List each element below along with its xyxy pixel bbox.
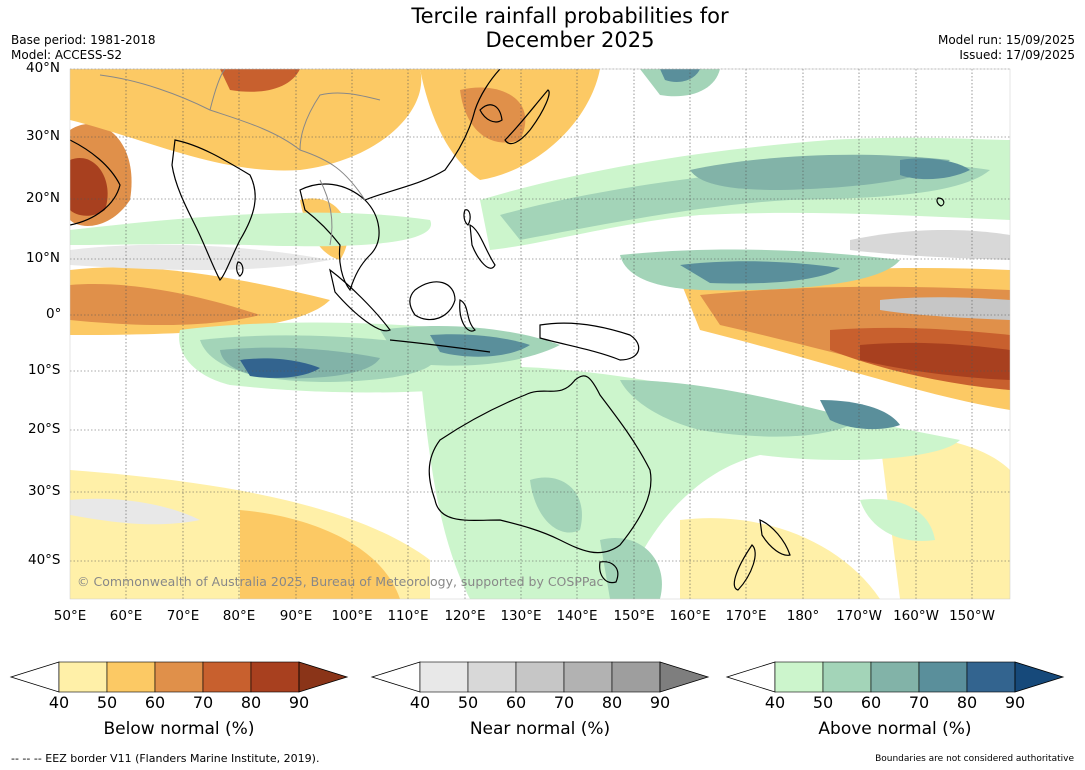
title-line-2: December 2025	[485, 28, 655, 52]
near-legend-swatch-70	[563, 661, 613, 693]
below-tick-90: 90	[288, 693, 310, 712]
below-tick-40: 40	[48, 693, 70, 712]
eez-border-note: -- -- -- EEZ border V11 (Flanders Marine…	[11, 752, 320, 765]
above-tick-90: 90	[1004, 693, 1026, 712]
lon-label-140e: 140°E	[556, 608, 598, 624]
near-legend-swatch-40	[419, 661, 469, 693]
base-period: Base period: 1981-2018	[11, 33, 156, 47]
lat-label-equator: 0°	[46, 306, 62, 322]
lon-label-50e: 50°E	[53, 608, 87, 624]
near-legend-swatch-80	[611, 661, 661, 693]
title-line-1: Tercile rainfall probabilities for	[411, 4, 729, 28]
below-legend-upper-extend	[298, 661, 349, 693]
below-legend-swatch-70	[202, 661, 252, 693]
near-tick-90: 90	[649, 693, 671, 712]
lon-label-120e: 120°E	[444, 608, 486, 624]
model-run: Model run: 15/09/2025	[937, 33, 1075, 47]
lat-label-20n: 20°N	[26, 190, 61, 206]
above-legend-swatch-40	[774, 661, 824, 693]
issued-date: Issued: 17/09/2025	[959, 48, 1075, 62]
above-legend-swatch-50	[822, 661, 872, 693]
above-legend-swatch-80	[966, 661, 1016, 693]
above-legend-swatch-70	[918, 661, 968, 693]
lat-label-30n: 30°N	[26, 128, 61, 144]
above-tick-40: 40	[764, 693, 786, 712]
below-tick-80: 80	[240, 693, 262, 712]
lon-label-160w: 160°W	[893, 608, 939, 624]
above-tick-50: 50	[812, 693, 834, 712]
lon-label-150e: 150°E	[613, 608, 655, 624]
meta-right: Model run: 15/09/2025 Issued: 17/09/2025	[938, 33, 1075, 63]
near-tick-40: 40	[409, 693, 431, 712]
near-legend-swatch-60	[515, 661, 565, 693]
near-tick-70: 70	[553, 693, 575, 712]
lon-label-170w: 170°W	[836, 608, 882, 624]
lon-label-90e: 90°E	[279, 608, 313, 624]
below-tick-70: 70	[192, 693, 214, 712]
lon-label-160e: 160°E	[669, 608, 711, 624]
lat-label-20s: 20°S	[28, 421, 61, 437]
lon-label-100e: 100°E	[331, 608, 373, 624]
below-tick-60: 60	[144, 693, 166, 712]
near-tick-50: 50	[457, 693, 479, 712]
near-legend-upper-extend	[659, 661, 710, 693]
below-legend-swatch-40	[58, 661, 108, 693]
lon-label-70e: 70°E	[166, 608, 200, 624]
below-normal-title: Below normal (%)	[103, 719, 255, 739]
lon-label-170e: 170°E	[725, 608, 767, 624]
above-tick-60: 60	[860, 693, 882, 712]
lon-label-60e: 60°E	[109, 608, 143, 624]
meta-left: Base period: 1981-2018 Model: ACCESS-S2	[11, 33, 156, 63]
copyright-notice: © Commonwealth of Australia 2025, Bureau…	[77, 574, 604, 589]
boundaries-disclaimer: Boundaries are not considered authoritat…	[875, 754, 1074, 764]
legend-bars	[9, 661, 1065, 693]
near-legend-swatch-50	[467, 661, 517, 693]
lat-label-30s: 30°S	[28, 483, 61, 499]
lon-label-110e: 110°E	[387, 608, 429, 624]
above-normal-title: Above normal (%)	[818, 719, 972, 739]
below-legend-swatch-50	[106, 661, 156, 693]
lon-label-150w: 150°W	[949, 608, 995, 624]
country-borders	[99, 69, 381, 246]
lat-label-10s: 10°S	[28, 362, 61, 378]
below-legend-lower-extend	[9, 661, 60, 693]
lon-label-180: 180°	[786, 608, 820, 624]
coastlines	[70, 69, 945, 591]
below-legend-swatch-60	[154, 661, 204, 693]
model-name: Model: ACCESS-S2	[11, 48, 123, 62]
lon-label-130e: 130°E	[500, 608, 542, 624]
near-normal-title: Near normal (%)	[469, 719, 611, 739]
lat-label-40s: 40°S	[28, 552, 61, 568]
lat-label-10n: 10°N	[26, 250, 61, 266]
near-tick-80: 80	[601, 693, 623, 712]
above-tick-80: 80	[956, 693, 978, 712]
above-tick-70: 70	[908, 693, 930, 712]
below-legend-swatch-80	[250, 661, 300, 693]
probability-field	[70, 69, 1010, 599]
near-tick-60: 60	[505, 693, 527, 712]
above-legend-lower-extend	[725, 661, 776, 693]
near-legend-lower-extend	[370, 661, 421, 693]
below-tick-50: 50	[96, 693, 118, 712]
lat-label-40n: 40°N	[26, 60, 61, 76]
lon-label-80e: 80°E	[222, 608, 256, 624]
chart-title: Tercile rainfall probabilities for Decem…	[0, 4, 1085, 52]
above-legend-upper-extend	[1014, 661, 1065, 693]
above-legend-swatch-60	[870, 661, 920, 693]
